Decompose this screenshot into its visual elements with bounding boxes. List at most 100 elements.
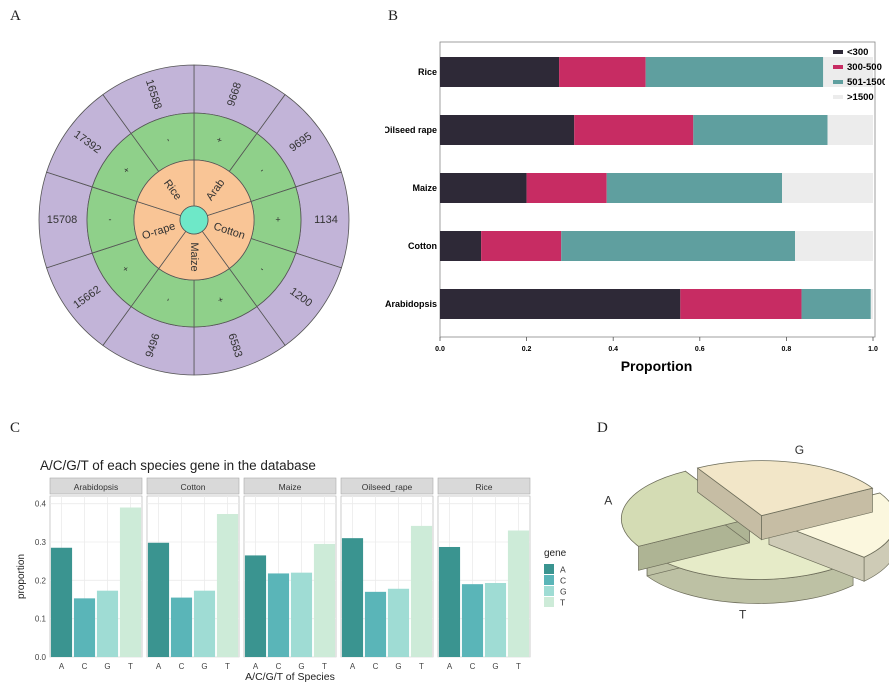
legend-label: 501-1500	[847, 77, 885, 88]
bar	[438, 546, 461, 657]
legend-swatch	[833, 80, 843, 84]
bar-segment	[440, 57, 560, 87]
y-tick-label: 0.4	[35, 500, 47, 509]
x-tick-label: G	[395, 662, 401, 671]
legend-label: 300-500	[847, 62, 882, 73]
sign-label: -	[109, 214, 112, 224]
y-tick-label: 0.2	[35, 576, 47, 585]
radial-chart: ArabCottonMaizeO-rapeRice+-+-+-+-+-96689…	[38, 64, 350, 376]
x-tick-label: T	[322, 662, 327, 671]
count-label: 15708	[47, 214, 78, 226]
x-tick-label: A	[447, 662, 453, 671]
bar	[170, 597, 193, 657]
bar	[313, 543, 336, 657]
x-axis-label: A/C/G/T of Species	[245, 671, 335, 683]
bar-segment	[782, 173, 873, 203]
bar	[73, 598, 96, 657]
legend-label: C	[560, 576, 566, 586]
species-label: Maize	[188, 242, 200, 271]
x-tick-label: C	[470, 662, 476, 671]
faceted-bar-chart: A/C/G/T of each species gene in the data…	[16, 458, 567, 683]
panel-letter-c: C	[10, 420, 21, 436]
chart-title: A/C/G/T of each species gene in the data…	[40, 458, 316, 473]
pie-slice	[696, 460, 874, 517]
pie-chart: TCAG	[604, 443, 889, 621]
bar-segment	[481, 231, 562, 261]
sign-label: -	[163, 137, 173, 143]
x-tick-label: T	[516, 662, 521, 671]
category-label: Arabidopsis	[385, 299, 437, 309]
y-axis-label: proportion	[16, 554, 27, 599]
legend-label: T	[560, 598, 565, 608]
bar-segment	[559, 57, 646, 87]
facet-label: Cotton	[180, 482, 205, 492]
bar-segment	[645, 57, 824, 87]
bar-segment	[574, 115, 694, 145]
sign-label: +	[121, 263, 131, 274]
y-tick-label: 0.0	[35, 653, 47, 662]
x-tick-label: T	[419, 662, 424, 671]
legend-swatch	[544, 575, 554, 585]
bar-segment	[561, 231, 796, 261]
pie-label: T	[739, 607, 747, 621]
legend-label: G	[560, 587, 567, 597]
legend-swatch	[833, 50, 843, 54]
legend-swatch	[833, 95, 843, 99]
x-tick-label: C	[179, 662, 185, 671]
bar	[484, 583, 507, 657]
x-tick-label: C	[276, 662, 282, 671]
legend-label: <300	[847, 47, 868, 58]
legend-swatch	[544, 597, 554, 607]
center-circle	[179, 205, 209, 235]
legend-swatch	[544, 586, 554, 596]
panel-letter-d: D	[597, 420, 608, 436]
bar	[461, 584, 484, 657]
legend-label: >1500	[847, 92, 874, 103]
x-tick-label: A	[156, 662, 162, 671]
x-tick-label: 0.8	[782, 346, 792, 353]
category-label: Maize	[412, 183, 437, 193]
sign-label: +	[121, 165, 131, 176]
pie-label: G	[795, 443, 804, 457]
x-tick-label: T	[225, 662, 230, 671]
bar-segment	[795, 231, 873, 261]
bar	[96, 590, 119, 657]
stacked-bar-chart: Rice Oilseed rape Maize Cotton Arabidopsis 0.…	[385, 41, 885, 374]
bar-segment	[440, 173, 527, 203]
x-tick-label: 0.4	[608, 346, 618, 353]
facet-strip	[243, 477, 337, 495]
x-tick-label: 0.6	[695, 346, 705, 353]
x-tick-label: G	[104, 662, 110, 671]
x-tick-label: 0.2	[522, 346, 532, 353]
sign-label: -	[162, 297, 172, 303]
x-tick-label: A	[350, 662, 356, 671]
bar-segment	[526, 173, 607, 203]
facet-label: Rice	[475, 482, 492, 492]
bar-segment	[870, 289, 873, 319]
legend-title: gene	[544, 548, 567, 559]
panel-letter-a: A	[10, 8, 21, 24]
bar-segment	[680, 289, 802, 319]
bar	[387, 588, 410, 657]
bar	[267, 573, 290, 657]
bar-segment	[440, 115, 575, 145]
bar	[364, 591, 387, 657]
category-label: Rice	[418, 67, 437, 77]
facet-label: Arabidopsis	[74, 482, 118, 492]
x-tick-label: 1.0	[868, 346, 878, 353]
x-tick-label: G	[492, 662, 498, 671]
bar-segment	[801, 289, 871, 319]
x-axis-label: Proportion	[621, 358, 693, 374]
facet-label: Oilseed_rape	[362, 482, 413, 492]
sign-label: -	[257, 165, 265, 175]
x-tick-label: 0.0	[435, 346, 445, 353]
bar	[119, 507, 142, 657]
x-tick-label: T	[128, 662, 133, 671]
bar	[193, 590, 216, 657]
x-tick-label: A	[59, 662, 65, 671]
bar	[147, 542, 170, 657]
panel-letter-b: B	[388, 8, 399, 24]
bar-segment	[693, 115, 828, 145]
sign-label: +	[214, 136, 225, 144]
